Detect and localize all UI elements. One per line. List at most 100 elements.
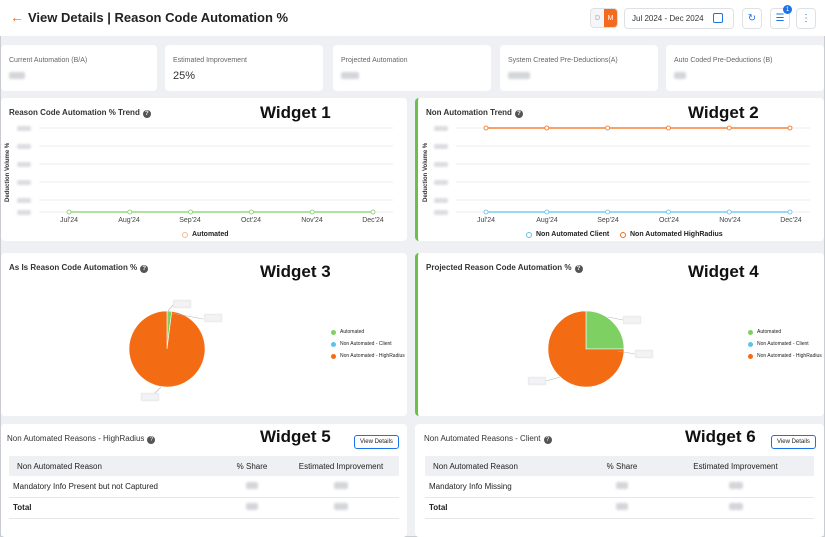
kpi-system-created: System Created Pre-Deductions(A)	[500, 45, 658, 91]
widget-projected-automation: Projected Reason Code Automation %? Widg…	[415, 253, 824, 416]
x-tick-label: Sep'24	[597, 217, 619, 224]
help-icon[interactable]: ?	[574, 265, 583, 273]
legend-automated[interactable]: Automated	[182, 231, 229, 238]
data-point	[665, 125, 671, 131]
x-tick-label: Oct'24	[240, 217, 262, 224]
help-icon[interactable]: ?	[543, 436, 552, 444]
data-point	[605, 209, 611, 215]
legend-marker	[526, 231, 532, 238]
period-toggle[interactable]: D M	[590, 8, 618, 28]
page-title: View Details | Reason Code Automation %	[28, 10, 289, 25]
kpi-label: Estimated Improvement	[173, 57, 247, 64]
y-tick-redacted	[17, 162, 31, 167]
trend-chart	[39, 127, 393, 215]
legend-non-automated-client[interactable]: Non Automated Client	[526, 231, 609, 238]
widget-label: Widget 5	[260, 427, 331, 446]
total-label: Total	[9, 497, 221, 519]
filter-button[interactable]: ☰ 1	[770, 5, 792, 29]
widget-as-is-automation: As Is Reason Code Automation %? Widget 3…	[1, 253, 407, 416]
table-header-row: Non Automated Reason % Share Estimated I…	[425, 456, 814, 476]
legend-client[interactable]: Non Automated - Client	[331, 341, 392, 347]
column-header[interactable]: Estimated Improvement	[657, 456, 814, 476]
x-tick-label: Dec'24	[362, 217, 384, 224]
legend-marker	[331, 329, 336, 335]
column-header[interactable]: Non Automated Reason	[9, 456, 221, 476]
legend-marker	[331, 353, 336, 359]
kpi-value-redacted	[508, 72, 530, 79]
pie-label-redacted	[528, 377, 546, 385]
share-cell-redacted	[246, 503, 258, 510]
widget-label: Widget 4	[688, 262, 759, 281]
data-point	[127, 209, 133, 215]
kpi-value-redacted	[9, 72, 25, 79]
toggle-month[interactable]: M	[604, 9, 617, 27]
arrow-left-icon[interactable]: ←	[10, 9, 24, 25]
help-icon[interactable]: ?	[514, 110, 523, 118]
y-tick-redacted	[17, 210, 31, 215]
data-point	[188, 209, 194, 215]
y-tick-redacted	[17, 144, 31, 149]
pie-leader-line	[167, 304, 174, 312]
reasons-table: Non Automated Reason % Share Estimated I…	[9, 456, 399, 519]
data-point	[665, 209, 671, 215]
widget-title: Non Automated Reasons - HighRadius	[7, 434, 145, 443]
data-point	[787, 209, 793, 215]
refresh-button[interactable]: ↻	[742, 8, 762, 29]
column-header[interactable]: % Share	[221, 456, 283, 476]
pie-label-redacted	[204, 314, 222, 322]
widget-label: Widget 2	[688, 103, 759, 122]
legend-automated[interactable]: Automated	[331, 329, 364, 335]
table-header-row: Non Automated Reason % Share Estimated I…	[9, 456, 399, 476]
legend-label: Automated	[192, 231, 229, 238]
y-tick-redacted	[17, 180, 31, 185]
share-cell-redacted	[616, 503, 628, 510]
x-tick-label: Oct'24	[658, 217, 680, 224]
legend-label: Non Automated - Client	[340, 341, 392, 347]
y-tick-redacted	[434, 162, 448, 167]
legend-non-automated-highradius[interactable]: Non Automated HighRadius	[620, 231, 723, 238]
view-details-button[interactable]: View Details	[354, 435, 399, 449]
legend-client[interactable]: Non Automated - Client	[748, 341, 809, 347]
help-icon[interactable]: ?	[142, 110, 151, 118]
toggle-day[interactable]: D	[591, 9, 604, 27]
y-tick-redacted	[17, 126, 31, 131]
x-tick-label: Jul'24	[59, 217, 79, 224]
page-header: ← View Details | Reason Code Automation …	[0, 0, 825, 36]
column-header[interactable]: % Share	[587, 456, 657, 476]
column-header[interactable]: Non Automated Reason	[425, 456, 587, 476]
reason-cell: Mandatory Info Missing	[425, 476, 587, 498]
table-row: Mandatory Info Present but not Captured	[9, 476, 399, 498]
x-tick-label: Nov'24	[719, 217, 741, 224]
legend-highradius[interactable]: Non Automated - HighRadius	[748, 353, 822, 359]
more-button[interactable]: ⋮	[796, 8, 816, 29]
legend-label: Automated	[757, 329, 782, 335]
pie-label-redacted	[173, 300, 191, 308]
legend-highradius[interactable]: Non Automated - HighRadius	[331, 353, 405, 359]
kpi-label: System Created Pre-Deductions(A)	[508, 57, 618, 64]
legend-marker	[182, 231, 188, 238]
data-point	[605, 125, 611, 131]
legend-label: Non Automated HighRadius	[630, 231, 723, 238]
pie-label-redacted	[623, 316, 641, 324]
kpi-projected-automation: Projected Automation	[333, 45, 491, 91]
data-point	[726, 125, 732, 131]
filter-icon: ☰	[775, 13, 785, 24]
reasons-table: Non Automated Reason % Share Estimated I…	[425, 456, 814, 519]
data-point	[726, 209, 732, 215]
trend-chart	[456, 125, 810, 215]
date-range-picker[interactable]: Jul 2024 - Dec 2024	[624, 8, 734, 29]
widget-automation-trend: Reason Code Automation % Trend? Widget 1…	[1, 98, 407, 241]
pie-leader-line	[607, 316, 624, 321]
data-point	[66, 209, 72, 215]
pie-leader-line	[170, 312, 204, 320]
view-details-button[interactable]: View Details	[771, 435, 816, 449]
column-header[interactable]: Estimated Improvement	[283, 456, 399, 476]
help-icon[interactable]: ?	[140, 265, 149, 273]
help-icon[interactable]: ?	[147, 436, 156, 444]
pie-slice	[547, 310, 625, 388]
legend-marker	[748, 353, 753, 359]
pie-slice	[585, 310, 625, 350]
data-point	[370, 209, 376, 215]
legend-automated[interactable]: Automated	[748, 329, 781, 335]
legend-marker	[748, 341, 753, 347]
